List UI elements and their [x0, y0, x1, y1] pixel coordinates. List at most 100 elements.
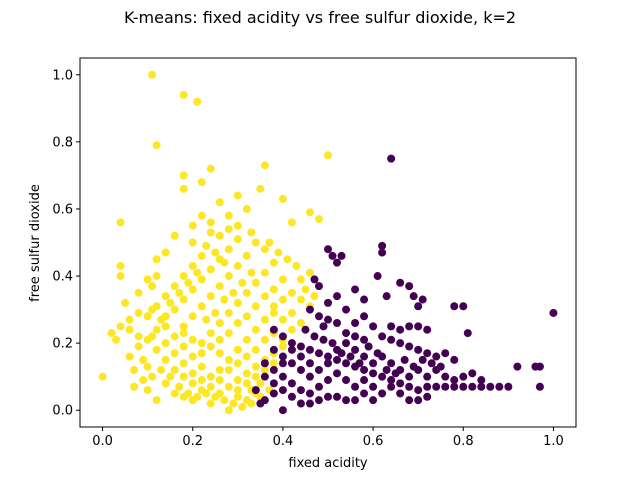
cluster-0-point	[269, 308, 278, 317]
cluster-0-point	[179, 184, 188, 193]
cluster-1-point	[459, 372, 468, 381]
cluster-1-point	[305, 345, 314, 354]
cluster-1-point	[450, 302, 459, 311]
cluster-1-point	[450, 355, 459, 364]
cluster-1-point	[342, 376, 351, 385]
cluster-1-point	[423, 349, 432, 358]
y-tick-label: 0.0	[52, 404, 73, 419]
cluster-0-point	[211, 248, 220, 257]
cluster-1-point	[324, 315, 332, 324]
cluster-1-point	[405, 396, 414, 405]
cluster-1-point	[269, 325, 278, 334]
cluster-0-point	[233, 359, 242, 368]
cluster-1-point	[418, 355, 427, 364]
cluster-1-point	[287, 392, 296, 401]
cluster-0-point	[157, 365, 166, 374]
cluster-0-point	[242, 312, 251, 321]
cluster-0-point	[256, 184, 265, 193]
cluster-1-point	[364, 342, 373, 351]
x-tick-label: 0.8	[453, 434, 474, 449]
cluster-1-point	[278, 372, 287, 381]
points-layer	[98, 70, 558, 415]
cluster-1-point	[360, 365, 369, 374]
cluster-0-point	[220, 258, 229, 267]
cluster-1-point	[450, 376, 459, 385]
cluster-0-point	[206, 399, 215, 408]
cluster-0-point	[139, 355, 148, 364]
x-tick-label: 1.0	[543, 434, 564, 449]
cluster-1-point	[513, 362, 522, 371]
x-tick-label: 0.4	[273, 434, 294, 449]
cluster-1-point	[477, 382, 486, 391]
cluster-0-point	[179, 372, 188, 381]
cluster-1-point	[373, 349, 382, 358]
cluster-1-point	[382, 365, 391, 374]
cluster-0-point	[193, 97, 202, 106]
cluster-0-point	[116, 261, 125, 270]
cluster-0-point	[287, 288, 296, 297]
cluster-0-point	[305, 208, 314, 217]
cluster-1-point	[305, 305, 314, 314]
cluster-1-point	[287, 339, 296, 348]
cluster-0-point	[215, 198, 224, 207]
cluster-0-point	[143, 386, 152, 395]
cluster-0-point	[206, 382, 215, 391]
cluster-0-point	[170, 231, 179, 240]
cluster-0-point	[224, 329, 233, 338]
cluster-0-point	[161, 322, 170, 331]
cluster-1-point	[378, 332, 387, 341]
cluster-1-point	[400, 355, 409, 364]
cluster-1-point	[328, 339, 337, 348]
cluster-1-point	[423, 382, 432, 391]
cluster-0-point	[269, 285, 278, 294]
cluster-1-point	[405, 382, 414, 391]
cluster-1-point	[436, 362, 445, 371]
cluster-0-point	[220, 295, 229, 304]
cluster-1-point	[269, 365, 278, 374]
cluster-0-point	[188, 379, 197, 388]
x-tick-label: 0.0	[92, 434, 113, 449]
cluster-1-point	[378, 389, 387, 398]
cluster-0-point	[224, 211, 233, 220]
cluster-0-point	[152, 141, 161, 150]
cluster-1-point	[414, 345, 423, 354]
cluster-0-point	[247, 228, 256, 237]
cluster-0-point	[287, 218, 296, 227]
cluster-0-point	[260, 315, 269, 324]
cluster-1-point	[441, 372, 450, 381]
cluster-0-point	[251, 325, 260, 334]
cluster-0-point	[292, 261, 301, 270]
cluster-0-point	[296, 275, 305, 284]
cluster-0-point	[224, 406, 233, 415]
cluster-0-point	[296, 319, 305, 328]
cluster-0-point	[301, 285, 310, 294]
cluster-0-point	[242, 352, 251, 361]
x-axis-ticks: 0.0 0.2 0.4 0.6 0.8 1.0	[92, 427, 564, 449]
cluster-1-point	[324, 392, 332, 401]
cluster-0-point	[197, 211, 206, 220]
cluster-0-point	[238, 402, 247, 411]
cluster-0-point	[125, 352, 134, 361]
cluster-0-point	[98, 372, 107, 381]
cluster-1-point	[324, 359, 332, 368]
cluster-1-point	[278, 352, 287, 361]
cluster-0-point	[179, 90, 188, 99]
cluster-0-point	[224, 272, 233, 281]
cluster-1-point	[351, 396, 360, 405]
cluster-0-point	[125, 325, 134, 334]
cluster-0-point	[179, 295, 188, 304]
cluster-0-point	[134, 288, 143, 297]
cluster-0-point	[188, 312, 197, 321]
cluster-0-point	[179, 171, 188, 180]
cluster-1-point	[342, 359, 351, 368]
cluster-0-point	[278, 275, 287, 284]
cluster-1-point	[378, 248, 387, 257]
cluster-0-point	[251, 302, 260, 311]
cluster-1-point	[278, 386, 287, 395]
cluster-1-point	[495, 382, 504, 391]
cluster-1-point	[296, 365, 305, 374]
cluster-1-point	[504, 382, 513, 391]
cluster-1-point	[319, 322, 328, 331]
cluster-0-point	[256, 379, 265, 388]
